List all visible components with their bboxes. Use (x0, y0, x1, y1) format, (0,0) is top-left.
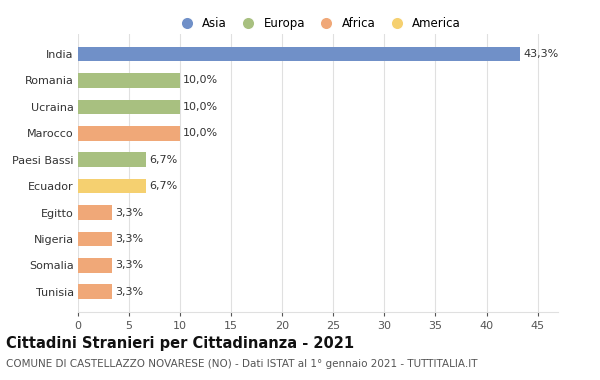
Text: COMUNE DI CASTELLAZZO NOVARESE (NO) - Dati ISTAT al 1° gennaio 2021 - TUTTITALIA: COMUNE DI CASTELLAZZO NOVARESE (NO) - Da… (6, 359, 478, 369)
Bar (78, 73, 180, 88)
Bar (78, 258, 112, 272)
Text: 10,0%: 10,0% (183, 102, 218, 112)
Text: 10,0%: 10,0% (183, 128, 218, 138)
Bar (78, 152, 146, 167)
Bar (78, 232, 112, 246)
Text: 10,0%: 10,0% (183, 76, 218, 86)
Bar (78, 47, 520, 61)
Text: 6,7%: 6,7% (149, 155, 178, 165)
Bar (78, 285, 112, 299)
Text: 3,3%: 3,3% (115, 234, 143, 244)
Text: 43,3%: 43,3% (523, 49, 559, 59)
Bar (78, 100, 180, 114)
Legend: Asia, Europa, Africa, America: Asia, Europa, Africa, America (170, 13, 466, 35)
Bar (78, 205, 112, 220)
Bar (78, 179, 146, 193)
Text: Cittadini Stranieri per Cittadinanza - 2021: Cittadini Stranieri per Cittadinanza - 2… (6, 336, 354, 351)
Text: 3,3%: 3,3% (115, 287, 143, 297)
Text: 3,3%: 3,3% (115, 260, 143, 270)
Bar (78, 126, 180, 141)
Text: 6,7%: 6,7% (149, 181, 178, 191)
Text: 3,3%: 3,3% (115, 207, 143, 217)
